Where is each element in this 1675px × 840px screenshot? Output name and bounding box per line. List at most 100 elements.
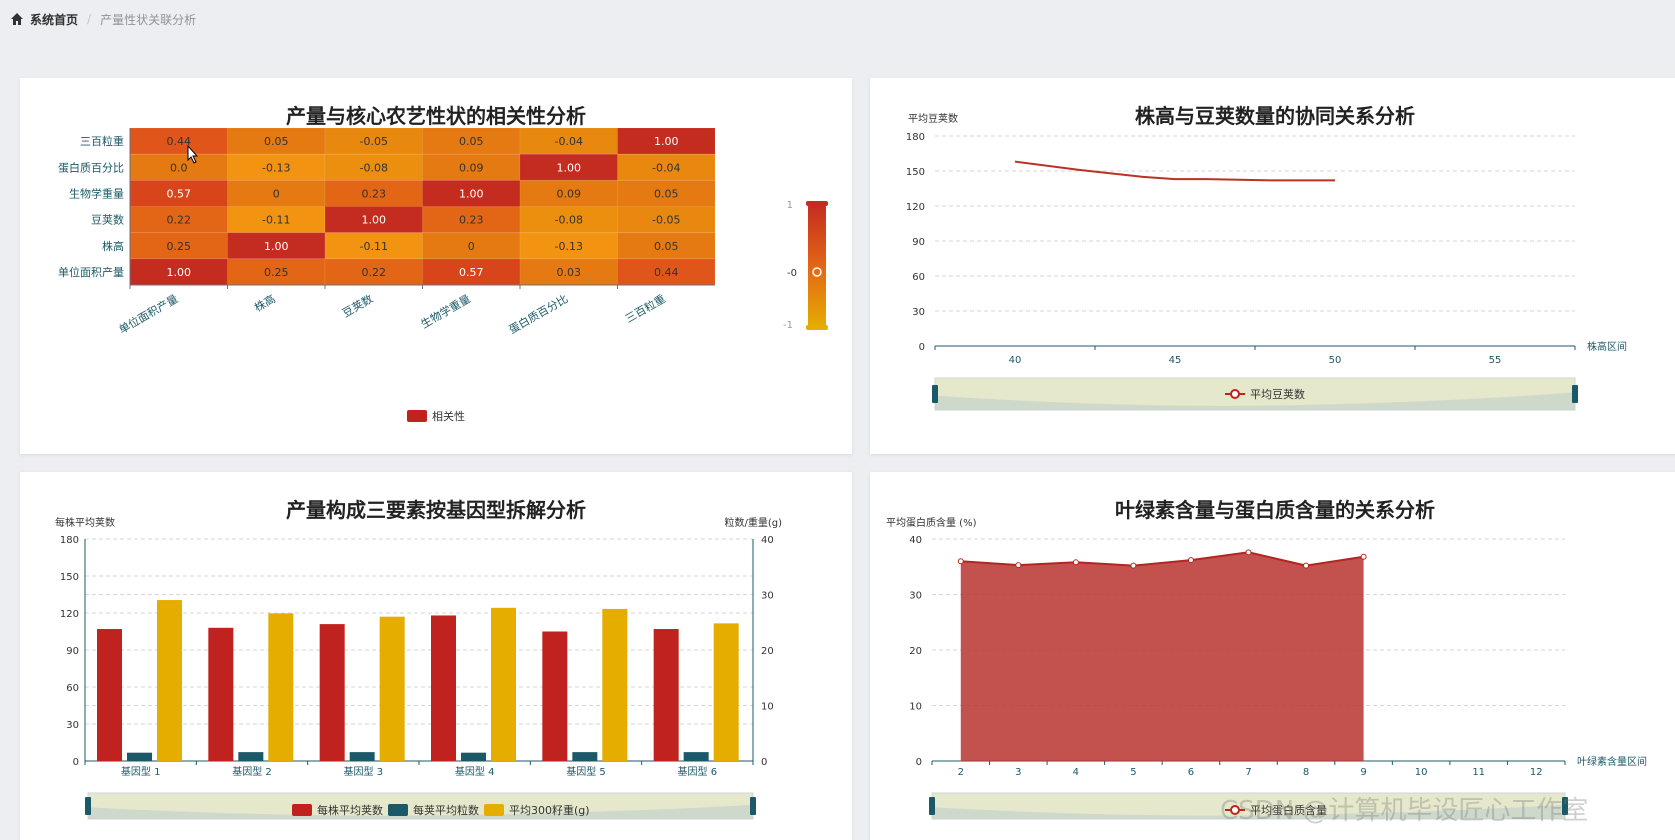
bar-seeds-per-pod[interactable] <box>461 752 486 761</box>
bar-pods-per-plant[interactable] <box>653 629 679 761</box>
heatmap-cell[interactable] <box>617 153 716 181</box>
correlation-heatmap-panel: 产量与核心农艺性状的相关性分析 0.44 0.05 -0.05 0.05 -0.04 1.… <box>20 78 852 454</box>
heatmap-cell[interactable] <box>422 206 521 234</box>
line-data-zoom-handle-left[interactable] <box>932 385 938 403</box>
area-data-zoom[interactable] <box>929 792 1568 820</box>
heatmap-cell-label: -0.08 <box>555 214 583 227</box>
bar-data-zoom-preview <box>88 804 753 819</box>
bar-y2-tick-label: 40 <box>761 535 774 546</box>
bar-x-tick-label: 基因型 5 <box>566 765 606 778</box>
heatmap-y-tick-label: 单位面积产量 <box>58 265 124 279</box>
heatmap-cell-label: 0.03 <box>557 266 582 279</box>
heatmap-legend-correlation[interactable]: 相关性 <box>407 409 465 423</box>
heatmap-cell[interactable] <box>129 127 228 155</box>
breadcrumb-home-link[interactable]: 系统首页 <box>30 12 79 27</box>
area-x-tick-label: 2 <box>958 767 964 778</box>
line-legend-average-pods-dot-icon <box>1230 389 1240 399</box>
bar-legend-pods-per-plant[interactable]: 每株平均荚数 <box>292 803 383 817</box>
heatmap-cell[interactable] <box>422 153 521 181</box>
bar-seeds-per-pod[interactable] <box>572 752 598 761</box>
area-series-point[interactable] <box>1015 562 1022 569</box>
visual-map-indicator <box>812 267 822 277</box>
area-series-point[interactable] <box>1360 553 1367 560</box>
bar-300-seed-weight[interactable] <box>602 608 628 761</box>
heatmap-cell-label: 0.22 <box>362 266 387 279</box>
area-series-point[interactable] <box>957 558 964 565</box>
heatmap-cell[interactable] <box>617 179 716 208</box>
line-series-average-pods[interactable] <box>1014 160 1335 182</box>
line-legend-average-pods[interactable]: 平均豆荚数 <box>1225 387 1305 401</box>
heatmap-cell[interactable] <box>227 179 326 208</box>
bar-data-zoom-handle-right[interactable] <box>750 797 756 815</box>
bar-seeds-per-pod[interactable] <box>349 752 375 761</box>
bar-pods-per-plant[interactable] <box>431 615 456 761</box>
visual-map-bottom-handle[interactable] <box>806 325 828 330</box>
area-series-point[interactable] <box>1072 559 1079 566</box>
bar-300-seed-weight[interactable] <box>157 600 182 761</box>
area-legend-average-protein-label: 平均蛋白质含量 <box>1250 803 1327 817</box>
heatmap-cell-label: 0.57 <box>167 187 192 200</box>
line-y-tick-label: 60 <box>912 272 925 283</box>
heatmap-cell[interactable] <box>617 258 716 286</box>
bar-data-zoom-handle-left[interactable] <box>85 797 91 815</box>
heatmap-cell[interactable] <box>422 179 521 208</box>
heatmap-cell-label: 0.44 <box>654 266 679 279</box>
area-series-point[interactable] <box>1303 562 1310 569</box>
breadcrumb-current: 产量性状关联分析 <box>100 12 197 27</box>
bar-pods-per-plant[interactable] <box>319 624 345 761</box>
bar-pods-per-plant[interactable] <box>97 629 122 761</box>
heatmap-cell[interactable] <box>227 127 326 155</box>
area-y-tick-label: 30 <box>909 591 922 602</box>
bar-legend-300-seed-weight[interactable]: 平均300籽重(g) <box>484 803 590 817</box>
line-y-tick-label: 150 <box>906 167 925 178</box>
heatmap-cell[interactable] <box>617 232 716 260</box>
heatmap-cell[interactable] <box>324 206 423 234</box>
bar-seeds-per-pod[interactable] <box>127 752 152 761</box>
bar-chart-title: 产量构成三要素按基因型拆解分析 <box>286 498 586 522</box>
area-data-zoom-handle-right[interactable] <box>1562 797 1568 815</box>
bar-seeds-per-pod[interactable] <box>238 752 264 761</box>
heatmap-cell[interactable] <box>227 232 326 260</box>
heatmap-cell[interactable] <box>519 206 618 234</box>
heatmap-cell-label: 1.00 <box>264 240 289 253</box>
visual-map-top-handle[interactable] <box>806 201 828 206</box>
heatmap-cell[interactable] <box>519 153 618 181</box>
correlation-heatmap-chart[interactable]: 0.44 0.05 -0.05 0.05 -0.04 1.00 0.0 -0.13 -0.08 0… <box>20 78 852 454</box>
area-data-zoom-handle-left[interactable] <box>929 797 935 815</box>
heatmap-cell[interactable] <box>324 179 423 208</box>
line-x-tick-label: 45 <box>1169 355 1182 366</box>
heatmap-y-tick-label: 株高 <box>102 239 124 253</box>
line-data-zoom-handle-right[interactable] <box>1572 385 1578 403</box>
heatmap-cell[interactable] <box>324 153 423 181</box>
heatmap-visual-map[interactable]: 1 -0 -1 <box>783 200 828 331</box>
area-series-point[interactable] <box>1245 549 1252 556</box>
heatmap-cell[interactable] <box>129 258 228 286</box>
bar-legend-seeds-per-pod[interactable]: 每荚平均粒数 <box>388 803 479 817</box>
area-series-fill[interactable] <box>960 552 1364 761</box>
line-data-zoom[interactable] <box>932 377 1578 411</box>
bar-300-seed-weight[interactable] <box>379 616 405 761</box>
area-series-point[interactable] <box>1187 557 1194 564</box>
genotype-bar-chart[interactable]: 每株平均荚数 粒数/重量(g) 0 30 60 90 120 150 180 0 10 20 30 40 基… <box>20 472 852 840</box>
area-legend-average-protein[interactable]: 平均蛋白质含量 <box>1225 803 1327 817</box>
heatmap-cell[interactable] <box>519 179 618 208</box>
area-series-point[interactable] <box>1130 562 1137 569</box>
bar-data-zoom[interactable] <box>85 792 756 820</box>
bar-pods-per-plant[interactable] <box>542 631 568 762</box>
heatmap-x-tick-label: 豆荚数 <box>340 291 376 320</box>
heatmap-cell[interactable] <box>227 153 326 181</box>
heatmap-cell[interactable] <box>519 232 618 260</box>
bar-legend-pods-per-plant-label: 每株平均荚数 <box>317 803 383 817</box>
bar-x-tick-label: 基因型 6 <box>678 765 718 778</box>
chlorophyll-protein-area-chart[interactable]: 平均蛋白质含量 (%) 0 10 20 30 40 2 3 4 5 6 7 8 9 10 11 12 叶绿素含量区… <box>870 472 1675 840</box>
heatmap-cell[interactable] <box>324 127 423 155</box>
heatmap-cell[interactable] <box>129 232 228 260</box>
bar-seeds-per-pod[interactable] <box>683 752 709 761</box>
bar-300-seed-weight[interactable] <box>491 607 516 761</box>
bar-300-seed-weight[interactable] <box>713 623 739 761</box>
area-series-line[interactable] <box>960 551 1364 567</box>
bar-pods-per-plant[interactable] <box>208 627 234 761</box>
bar-300-seed-weight[interactable] <box>268 613 294 761</box>
heatmap-cell[interactable] <box>617 206 716 234</box>
